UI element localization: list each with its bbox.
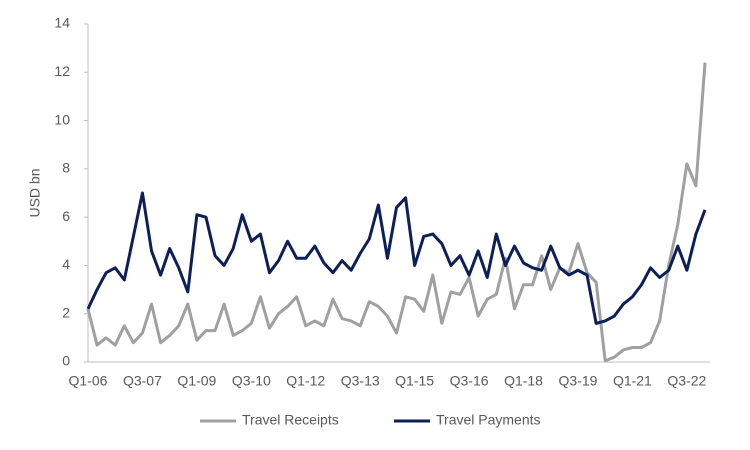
series-line — [86, 191, 707, 325]
x-tick-label: Q1-12 — [286, 373, 325, 389]
legend-label: Travel Receipts — [242, 412, 339, 428]
y-tick-label: 2 — [62, 304, 70, 320]
y-tick-label: 14 — [54, 15, 70, 31]
y-tick-label: 12 — [54, 63, 70, 79]
x-tick-label: Q1-15 — [395, 373, 434, 389]
x-tick-label: Q1-06 — [69, 373, 108, 389]
x-tick-label: Q3-07 — [123, 373, 162, 389]
x-tick-label: Q3-22 — [667, 373, 706, 389]
x-tick-label: Q3-13 — [341, 373, 380, 389]
x-tick-label: Q3-10 — [232, 373, 271, 389]
legend-label: Travel Payments — [436, 412, 541, 428]
series-line — [86, 62, 707, 363]
x-tick-label: Q1-21 — [613, 373, 652, 389]
x-tick-label: Q3-16 — [450, 373, 489, 389]
y-tick-label: 0 — [62, 353, 70, 369]
x-tick-label: Q1-18 — [504, 373, 543, 389]
x-tick-label: Q3-19 — [559, 373, 598, 389]
y-tick-label: 6 — [62, 208, 70, 224]
y-axis-label: USD bn — [27, 168, 43, 217]
y-tick-label: 8 — [62, 160, 70, 176]
y-tick-label: 4 — [62, 256, 70, 272]
y-tick-label: 10 — [54, 111, 70, 127]
x-tick-label: Q1-09 — [177, 373, 216, 389]
